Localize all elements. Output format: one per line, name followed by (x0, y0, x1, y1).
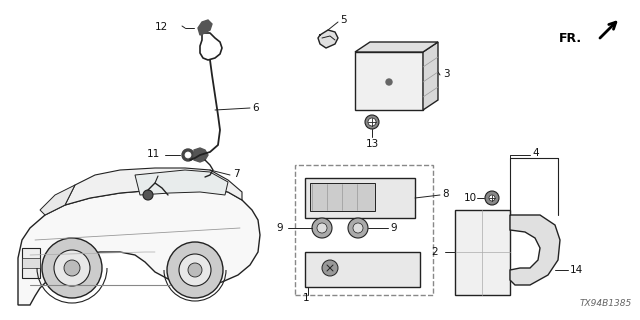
Polygon shape (423, 42, 438, 110)
Bar (305, 252, 420, 287)
Bar (22, 248, 40, 278)
Circle shape (54, 250, 90, 286)
Bar (455, 210, 510, 295)
Bar (22, 258, 40, 268)
Polygon shape (194, 148, 208, 162)
Circle shape (185, 152, 191, 158)
Polygon shape (318, 30, 338, 48)
Text: 5: 5 (340, 15, 347, 25)
Bar (310, 183, 375, 211)
Polygon shape (40, 185, 75, 215)
Circle shape (485, 191, 499, 205)
Text: 1: 1 (303, 293, 309, 303)
Circle shape (182, 149, 194, 161)
Bar (355, 52, 423, 110)
Polygon shape (65, 168, 242, 205)
Text: 4: 4 (532, 148, 539, 158)
Circle shape (179, 254, 211, 286)
Circle shape (489, 195, 495, 201)
Text: 9: 9 (276, 223, 283, 233)
Circle shape (312, 218, 332, 238)
Text: TX94B1385: TX94B1385 (580, 299, 632, 308)
Text: 7: 7 (233, 169, 239, 179)
Circle shape (317, 223, 327, 233)
Polygon shape (18, 188, 260, 305)
Circle shape (143, 190, 153, 200)
Polygon shape (135, 170, 228, 195)
Text: 9: 9 (390, 223, 397, 233)
Text: 13: 13 (365, 139, 379, 149)
Text: 14: 14 (570, 265, 583, 275)
Text: 2: 2 (431, 247, 438, 257)
Bar (305, 178, 415, 218)
Text: 8: 8 (442, 189, 449, 199)
Polygon shape (198, 20, 212, 35)
Circle shape (64, 260, 80, 276)
Circle shape (365, 115, 379, 129)
Circle shape (188, 263, 202, 277)
Text: 11: 11 (147, 149, 160, 159)
Circle shape (42, 238, 102, 298)
Circle shape (167, 242, 223, 298)
Circle shape (368, 118, 376, 126)
Text: 10: 10 (464, 193, 477, 203)
Bar (295, 165, 433, 295)
Polygon shape (510, 215, 560, 285)
Circle shape (322, 260, 338, 276)
Circle shape (348, 218, 368, 238)
Text: 12: 12 (155, 22, 168, 32)
Polygon shape (355, 42, 438, 52)
Text: 3: 3 (443, 69, 450, 79)
Text: FR.: FR. (559, 31, 582, 44)
Circle shape (386, 79, 392, 85)
Circle shape (353, 223, 363, 233)
Text: 6: 6 (252, 103, 259, 113)
